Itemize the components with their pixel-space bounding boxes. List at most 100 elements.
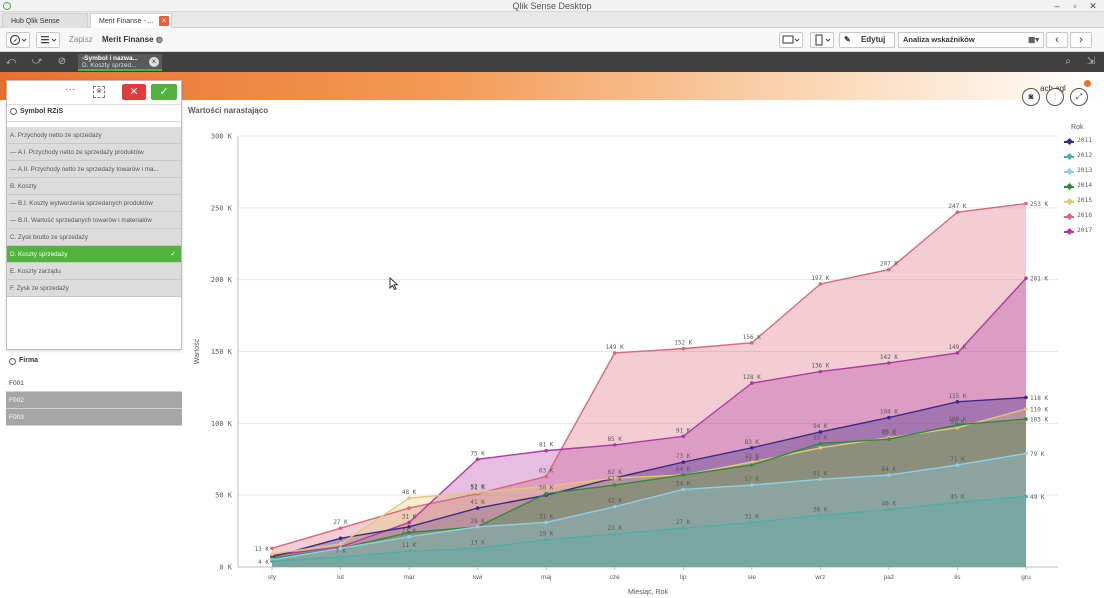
- data-point-2012[interactable]: [1024, 494, 1028, 499]
- minimize-button[interactable]: –: [1054, 1, 1060, 11]
- series-line-2014[interactable]: [271, 418, 1027, 560]
- data-point-2012[interactable]: [681, 526, 686, 531]
- previous-sheet-button[interactable]: ‹: [1046, 32, 1068, 48]
- legend-item[interactable]: 2017: [1064, 227, 1102, 242]
- firma-item[interactable]: F003: [6, 409, 182, 426]
- next-sheet-button[interactable]: ›: [1070, 32, 1092, 48]
- listbox-item[interactable]: A. Przychody netto ze sprzedaży: [7, 127, 181, 144]
- listbox-item[interactable]: D. Koszty sprzedaży ✓: [7, 246, 181, 263]
- save-button[interactable]: Zapisz: [69, 35, 93, 44]
- data-point-2017[interactable]: [750, 381, 754, 385]
- listbox-item[interactable]: B. Koszty: [7, 178, 181, 195]
- data-point-2017[interactable]: [407, 520, 411, 525]
- listbox-item[interactable]: E. Koszty zarządu: [7, 263, 181, 280]
- data-point-2015[interactable]: [1024, 407, 1028, 411]
- data-point-2012[interactable]: [270, 559, 274, 564]
- clear-all-selections-icon[interactable]: ⊘: [57, 56, 67, 67]
- listbox-item[interactable]: — A.II. Przychody netto ze sprzedaży tow…: [7, 161, 181, 178]
- remove-selection-icon[interactable]: ×: [149, 57, 159, 67]
- sheet-selector[interactable]: Analiza wskaźników ▦▾: [898, 32, 1044, 48]
- listbox-item[interactable]: — B.II. Wartość sprzedanych towarów i ma…: [7, 212, 181, 229]
- series-line-2017[interactable]: [271, 277, 1027, 557]
- data-point-2016[interactable]: [544, 474, 548, 479]
- data-point-2011[interactable]: [475, 506, 480, 510]
- firma-item[interactable]: F001: [6, 375, 182, 392]
- legend-item[interactable]: 2011: [1064, 137, 1102, 152]
- legend-item[interactable]: 2016: [1064, 212, 1102, 227]
- data-point-2011[interactable]: [407, 524, 411, 529]
- data-point-2016[interactable]: [612, 351, 617, 355]
- data-point-2017[interactable]: [612, 443, 617, 447]
- listbox-item[interactable]: — A.I. Przychody netto ze sprzedaży prod…: [7, 144, 181, 161]
- data-point-2012[interactable]: [338, 555, 343, 559]
- data-point-2012[interactable]: [475, 546, 480, 551]
- data-point-2011[interactable]: [818, 430, 823, 434]
- data-point-2013[interactable]: [407, 535, 411, 539]
- data-point-2011[interactable]: [681, 460, 686, 464]
- presentation-mode-button[interactable]: [779, 32, 803, 48]
- data-point-2017[interactable]: [818, 369, 823, 374]
- data-point-2015[interactable]: [955, 425, 960, 430]
- data-point-2014[interactable]: [1024, 417, 1028, 421]
- data-point-2016[interactable]: [681, 346, 686, 351]
- data-point-2011[interactable]: [887, 415, 891, 420]
- data-point-2015[interactable]: [544, 484, 548, 489]
- firma-search[interactable]: Firma: [6, 354, 182, 370]
- tab-merit-finanse[interactable]: Merit Finanse - ... ×: [90, 13, 172, 28]
- data-point-2014[interactable]: [955, 422, 960, 427]
- legend-item[interactable]: 2013: [1064, 167, 1102, 182]
- data-point-2014[interactable]: [681, 473, 686, 477]
- firma-item[interactable]: F002: [6, 392, 182, 409]
- data-point-2016[interactable]: [955, 210, 960, 214]
- search-icon[interactable]: ⌕: [1065, 56, 1071, 67]
- data-point-2016[interactable]: [338, 526, 343, 531]
- snapshot-button[interactable]: ◙: [1022, 88, 1040, 106]
- listbox-item[interactable]: — B.I. Koszty wytworzenia sprzedanych pr…: [7, 195, 181, 212]
- listbox-item[interactable]: C. Zysk brutto ze sprzedaży: [7, 229, 181, 246]
- data-point-2012[interactable]: [818, 513, 823, 518]
- maximize-button[interactable]: ▫: [1073, 1, 1077, 11]
- data-point-2015[interactable]: [270, 552, 274, 556]
- series-line-2013[interactable]: [271, 452, 1027, 561]
- data-point-2015[interactable]: [750, 460, 754, 464]
- selection-chip[interactable]: -Symbol i nazwa... D. Koszty sprzed... ×: [78, 54, 162, 71]
- data-point-2016[interactable]: [887, 267, 891, 272]
- data-point-2014[interactable]: [887, 437, 891, 441]
- data-point-2014[interactable]: [818, 441, 823, 446]
- legend-item[interactable]: 2015: [1064, 197, 1102, 212]
- data-point-2017[interactable]: [1024, 276, 1028, 281]
- data-point-2014[interactable]: [544, 491, 548, 496]
- more-options-icon[interactable]: ···: [65, 84, 75, 95]
- series-line-2016[interactable]: [271, 202, 1027, 549]
- data-point-2013[interactable]: [544, 520, 548, 525]
- data-point-2014[interactable]: [407, 530, 411, 535]
- data-point-2015[interactable]: [475, 490, 480, 495]
- data-point-2013[interactable]: [887, 473, 891, 477]
- data-point-2015[interactable]: [338, 542, 343, 546]
- data-point-2011[interactable]: [955, 399, 960, 404]
- selections-tool-icon[interactable]: ⇲: [1086, 56, 1096, 67]
- data-point-2015[interactable]: [818, 445, 823, 450]
- exploration-button[interactable]: ⫶: [1046, 88, 1064, 106]
- legend-item[interactable]: 2012: [1064, 152, 1102, 167]
- data-point-2012[interactable]: [544, 537, 548, 542]
- data-point-2016[interactable]: [270, 546, 274, 551]
- listbox-item[interactable]: F. Zysk ze sprzedaży: [7, 280, 181, 297]
- data-point-2016[interactable]: [750, 341, 754, 345]
- series-line-2012[interactable]: [271, 495, 1027, 562]
- data-point-2015[interactable]: [612, 476, 617, 480]
- data-point-2011[interactable]: [338, 536, 343, 541]
- data-point-2017[interactable]: [475, 457, 480, 462]
- expand-button[interactable]: ⤢: [1070, 88, 1088, 106]
- global-menu-button[interactable]: [36, 32, 60, 48]
- series-line-2015[interactable]: [271, 408, 1027, 555]
- data-point-2012[interactable]: [955, 500, 960, 505]
- data-point-2013[interactable]: [681, 487, 686, 492]
- data-point-2012[interactable]: [750, 520, 754, 525]
- series-line-2011[interactable]: [271, 396, 1027, 558]
- data-point-2011[interactable]: [1024, 395, 1028, 400]
- listbox-search[interactable]: Symbol RZiS: [7, 104, 181, 122]
- edit-button[interactable]: ✎ Edytuj: [839, 32, 895, 48]
- cancel-selection-button[interactable]: ✕: [122, 84, 146, 100]
